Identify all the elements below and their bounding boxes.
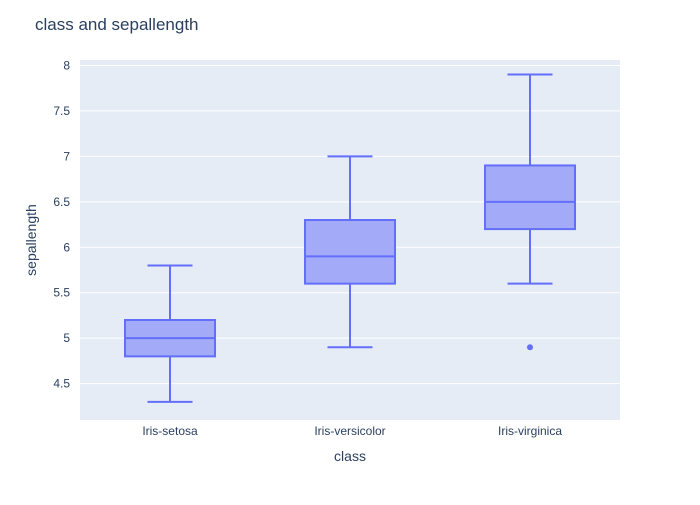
y-tick-label: 5.5	[53, 286, 70, 300]
x-tick-label: Iris-setosa	[142, 424, 198, 438]
box-iris-versicolor	[304, 155, 396, 349]
outlier-point	[527, 344, 533, 351]
box-iris-virginica	[484, 73, 576, 351]
y-axis-title: sepallength	[23, 204, 39, 276]
x-tick-label: Iris-virginica	[498, 424, 562, 438]
box-series	[124, 73, 576, 403]
iqr-box	[484, 164, 576, 231]
y-tick-label: 6	[63, 240, 70, 254]
box-iris-setosa	[124, 264, 216, 403]
y-tick-label: 5	[63, 331, 70, 345]
iqr-box	[304, 219, 396, 285]
chart-title: class and sepallength	[35, 15, 199, 34]
x-axis-ticks: Iris-setosa Iris-versicolor Iris-virginica	[142, 424, 562, 438]
x-axis-title: class	[334, 448, 366, 464]
y-tick-label: 8	[63, 58, 70, 72]
y-tick-label: 7.5	[53, 104, 70, 118]
y-tick-label: 7	[63, 149, 70, 163]
y-tick-label: 6.5	[53, 195, 70, 209]
x-tick-label: Iris-versicolor	[314, 424, 385, 438]
y-tick-label: 4.5	[53, 377, 70, 391]
y-axis-ticks: 4.5 5 5.5 6 6.5 7 7.5 8	[53, 58, 70, 390]
